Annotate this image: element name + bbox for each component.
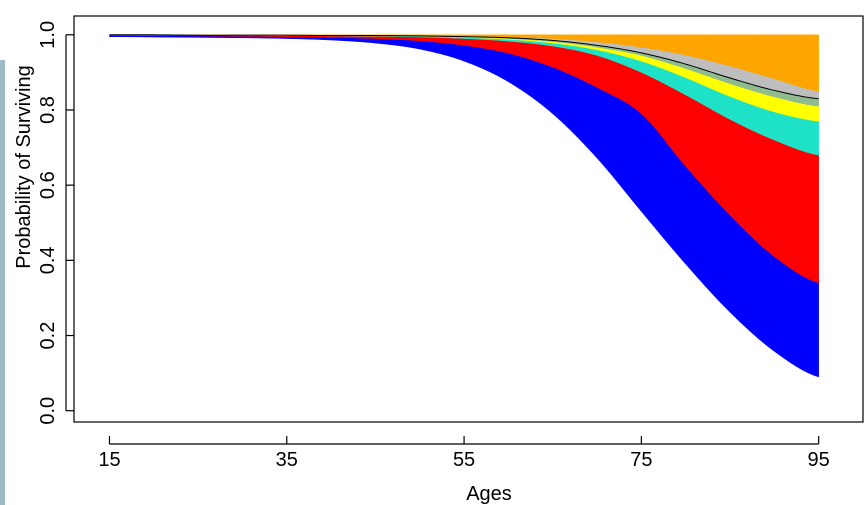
x-tick-label: 15 (98, 449, 120, 471)
x-tick-label: 95 (808, 449, 830, 471)
x-tick-label: 35 (276, 449, 298, 471)
y-axis-label: Probability of Surviving (13, 65, 35, 268)
x-tick-label: 55 (453, 449, 475, 471)
left-accent-strip (0, 60, 5, 505)
upper-boundary-line (109, 34, 819, 100)
y-tick-label: 0.8 (37, 96, 59, 124)
x-tick-label: 75 (630, 449, 652, 471)
plot-bands (109, 34, 819, 378)
x-axis-label: Ages (466, 483, 512, 505)
y-tick-label: 1.0 (37, 21, 59, 49)
x-axis: 15 35 55 75 95 (98, 436, 830, 471)
y-tick-label: 0.0 (37, 397, 59, 425)
y-tick-label: 0.2 (37, 322, 59, 350)
y-tick-label: 0.4 (37, 246, 59, 274)
y-axis: 0.0 0.2 0.4 0.6 0.8 1.0 (37, 21, 74, 425)
y-tick-label: 0.6 (37, 171, 59, 199)
plot-frame (73, 15, 864, 423)
